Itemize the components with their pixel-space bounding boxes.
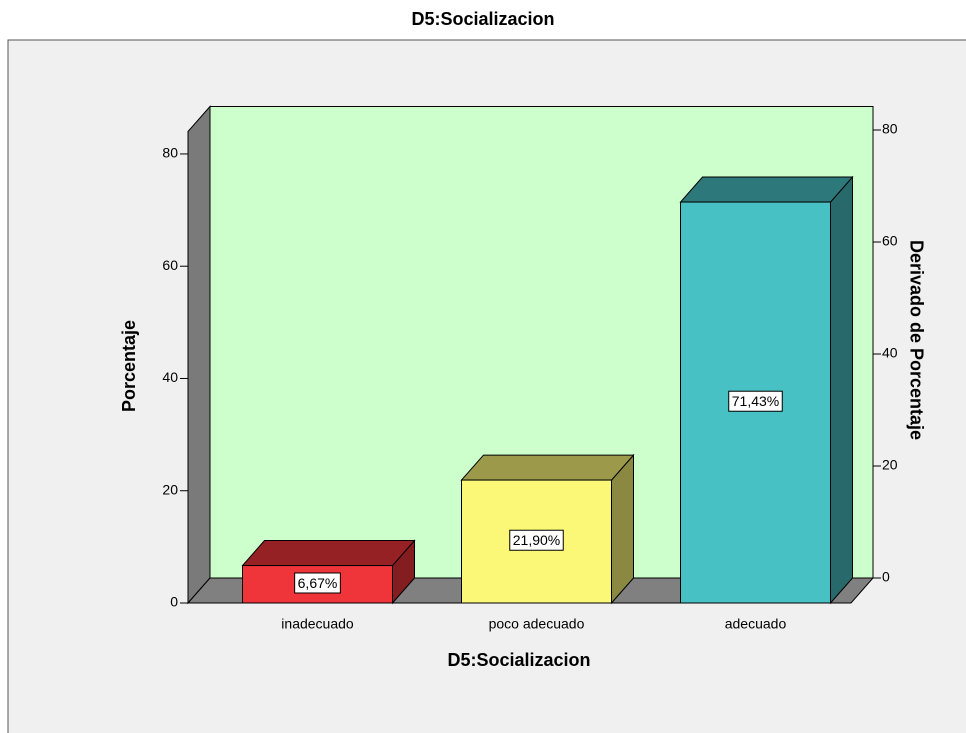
y-tick-label: 0 [170, 594, 178, 610]
value-label-box [728, 390, 783, 412]
x-tick-label: inadecuado [281, 616, 354, 632]
y2-tick-label: 80 [882, 121, 898, 137]
bar-top [241, 540, 416, 567]
value-label: 6,67% [298, 575, 338, 591]
bar-top [679, 176, 854, 203]
value-label-box [509, 529, 564, 551]
value-label: 21,90% [513, 532, 560, 548]
x-tick-label: poco adecuado [489, 616, 585, 632]
y-tick-label: 60 [162, 257, 178, 273]
bar-top [460, 454, 635, 481]
left-wall [187, 105, 211, 605]
bar-side [830, 175, 853, 605]
y2-tick-label: 0 [882, 569, 890, 585]
y2-tick-label: 20 [882, 457, 898, 473]
y2-axis-title: Derivado de Porcentaje [906, 240, 926, 440]
y2-tick-label: 40 [882, 345, 898, 361]
x-axis-title: D5:Socializacion [447, 650, 590, 670]
chart-title: D5:Socializacion [411, 9, 554, 29]
y-axis-title: Porcentaje [119, 320, 139, 412]
y-tick-label: 80 [162, 145, 178, 161]
y-tick-label: 20 [162, 481, 178, 497]
value-label-box [294, 572, 341, 594]
y2-tick-label: 60 [882, 233, 898, 249]
value-label: 71,43% [732, 393, 779, 409]
bar-side [611, 453, 634, 605]
x-tick-label: adecuado [725, 616, 787, 632]
y-tick-label: 40 [162, 369, 178, 385]
